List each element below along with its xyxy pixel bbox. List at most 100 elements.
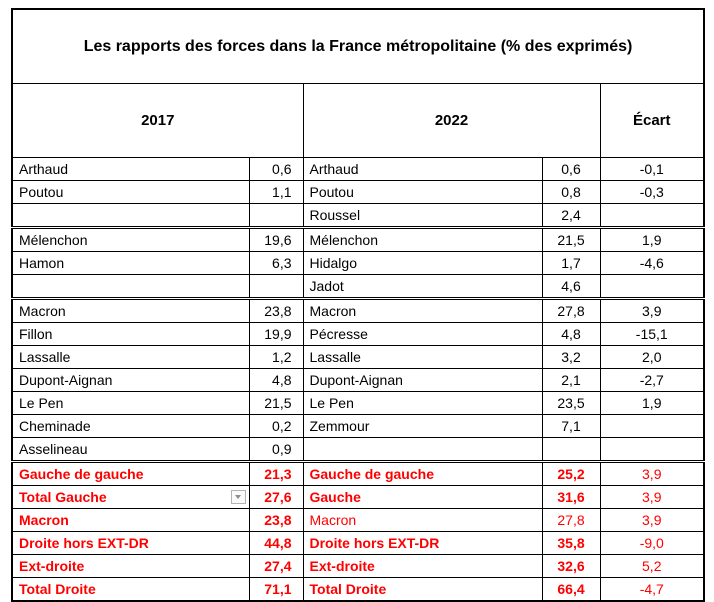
- cell-label-2022: Mélenchon: [302, 226, 543, 252]
- cell-value-2017: 21,5: [248, 391, 304, 415]
- cell-label-2022: Le Pen: [302, 391, 543, 415]
- cell-label-2022: Poutou: [302, 180, 543, 204]
- cell-value-2022: 66,4: [541, 577, 601, 602]
- cell-label-2022: Jadot: [302, 274, 543, 299]
- cell-ecart: 3,9: [599, 508, 705, 532]
- table-row: Mélenchon 19,6 Mélenchon 21,5 1,9: [11, 226, 705, 252]
- table-row: Jadot 4,6: [11, 274, 705, 299]
- table-row: Ext-droite 27,4 Ext-droite 32,6 5,2: [11, 554, 705, 578]
- cell-label-2022: Zemmour: [302, 414, 543, 438]
- cell-value-2022: 27,8: [541, 508, 601, 532]
- cell-label-2022: Total Droite: [302, 577, 543, 602]
- cell-value-2022: 31,6: [541, 485, 601, 509]
- cell-value-2017: 0,6: [248, 157, 304, 181]
- cell-label-2022: Pécresse: [302, 322, 543, 346]
- cell-label-2017: Asselineau: [11, 437, 250, 462]
- cell-value-2017: [248, 203, 304, 228]
- cell-value-2017: 0,9: [248, 437, 304, 462]
- cell-ecart: -15,1: [599, 322, 705, 346]
- table-row: Droite hors EXT-DR 44,8 Droite hors EXT-DR…: [11, 531, 705, 555]
- cell-value-2017: 1,2: [248, 345, 304, 369]
- cell-label-2017: Gauche de gauche: [11, 460, 250, 486]
- cell-label-2017: Total Gauche: [11, 485, 250, 509]
- table-row: Fillon 19,9 Pécresse 4,8 -15,1: [11, 322, 705, 346]
- title-row: Les rapports des forces dans la France m…: [11, 8, 705, 84]
- table-row: Gauche de gauche 21,3 Gauche de gauche 25,2…: [11, 460, 705, 486]
- cell-label-2017: Hamon: [11, 251, 250, 275]
- cell-ecart: -9,0: [599, 531, 705, 555]
- cell-label-2022: Gauche de gauche: [302, 460, 543, 486]
- cell-label-2017: Le Pen: [11, 391, 250, 415]
- table-row: Macron 23,8 Macron 27,8 3,9: [11, 508, 705, 532]
- cell-label-2017: [11, 274, 250, 299]
- cell-value-2022: 21,5: [541, 226, 601, 252]
- cell-label-2017: Cheminade: [11, 414, 250, 438]
- cell-value-2022: 23,5: [541, 391, 601, 415]
- cell-ecart: [599, 414, 705, 438]
- cell-label-2017: Ext-droite: [11, 554, 250, 578]
- cell-label-2017: Fillon: [11, 322, 250, 346]
- table-row: Arthaud 0,6 Arthaud 0,6 -0,1: [11, 157, 705, 181]
- cell-value-2022: 3,2: [541, 345, 601, 369]
- cell-label-2017: Lassalle: [11, 345, 250, 369]
- cell-value-2017: 27,4: [248, 554, 304, 578]
- cell-value-2022: 1,7: [541, 251, 601, 275]
- chevron-down-icon: [235, 495, 241, 499]
- filter-dropdown-button[interactable]: [230, 490, 246, 504]
- table-row: Macron 23,8 Macron 27,8 3,9: [11, 297, 705, 323]
- cell-value-2022: 2,1: [541, 368, 601, 392]
- cell-value-2022: 35,8: [541, 531, 601, 555]
- cell-ecart: 2,0: [599, 345, 705, 369]
- table-row: Poutou 1,1 Poutou 0,8 -0,3: [11, 180, 705, 204]
- cell-label-2022: Gauche: [302, 485, 543, 509]
- cell-label-2022: [302, 437, 543, 462]
- cell-ecart: -4,7: [599, 577, 705, 602]
- column-header-row: 2017 2022 Écart: [11, 83, 705, 158]
- cell-value-2022: 7,1: [541, 414, 601, 438]
- cell-label-2017: Poutou: [11, 180, 250, 204]
- cell-ecart: [599, 437, 705, 462]
- cell-value-2022: 2,4: [541, 203, 601, 228]
- cell-value-2022: [541, 437, 601, 462]
- cell-value-2022: 4,6: [541, 274, 601, 299]
- cell-value-2017: 0,2: [248, 414, 304, 438]
- cell-label-2017: Mélenchon: [11, 226, 250, 252]
- cell-ecart: 3,9: [599, 297, 705, 323]
- table-body: Arthaud 0,6 Arthaud 0,6 -0,1 Poutou 1,1 Poutou 0…: [11, 157, 705, 602]
- cell-ecart: -0,3: [599, 180, 705, 204]
- cell-label-2017: Macron: [11, 297, 250, 323]
- cell-value-2017: 23,8: [248, 297, 304, 323]
- cell-ecart: [599, 203, 705, 228]
- table-row: Total Droite 71,1 Total Droite 66,4 -4,7: [11, 577, 705, 602]
- cell-ecart: -4,6: [599, 251, 705, 275]
- cell-label-2022: Macron: [302, 508, 543, 532]
- cell-label-2017: [11, 203, 250, 228]
- cell-label-2022: Lassalle: [302, 345, 543, 369]
- cell-label-2022: Ext-droite: [302, 554, 543, 578]
- table-row: Total Gauche 27,6 Gauche 31,6 3,9: [11, 485, 705, 509]
- cell-label-2022: Hidalgo: [302, 251, 543, 275]
- cell-value-2017: [248, 274, 304, 299]
- table-row: Lassalle 1,2 Lassalle 3,2 2,0: [11, 345, 705, 369]
- cell-value-2017: 1,1: [248, 180, 304, 204]
- cell-label-2022: Droite hors EXT-DR: [302, 531, 543, 555]
- cell-ecart: 1,9: [599, 391, 705, 415]
- cell-label-2022: Dupont-Aignan: [302, 368, 543, 392]
- cell-ecart: 3,9: [599, 460, 705, 486]
- table-row: Le Pen 21,5 Le Pen 23,5 1,9: [11, 391, 705, 415]
- cell-label-2017: Droite hors EXT-DR: [11, 531, 250, 555]
- cell-label-2022: Macron: [302, 297, 543, 323]
- cell-value-2022: 25,2: [541, 460, 601, 486]
- cell-value-2022: 4,8: [541, 322, 601, 346]
- cell-value-2017: 19,9: [248, 322, 304, 346]
- table-row: Hamon 6,3 Hidalgo 1,7 -4,6: [11, 251, 705, 275]
- cell-value-2022: 0,8: [541, 180, 601, 204]
- cell-ecart: [599, 274, 705, 299]
- cell-value-2017: 4,8: [248, 368, 304, 392]
- cell-ecart: 5,2: [599, 554, 705, 578]
- cell-value-2022: 27,8: [541, 297, 601, 323]
- cell-value-2022: 0,6: [541, 157, 601, 181]
- table-row: Dupont-Aignan 4,8 Dupont-Aignan 2,1 -2,7: [11, 368, 705, 392]
- cell-label-2017: Total Droite: [11, 577, 250, 602]
- cell-label-2017: Macron: [11, 508, 250, 532]
